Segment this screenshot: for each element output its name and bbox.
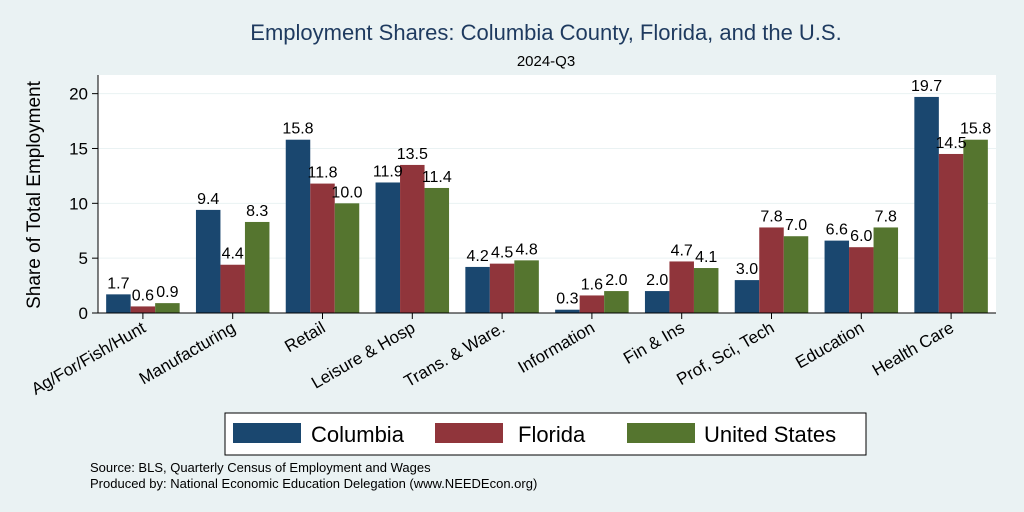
data-label-columbia-leisure-hosp: 11.9 <box>373 163 403 180</box>
data-label-florida-manufacturing: 4.4 <box>222 246 244 263</box>
data-label-florida-prof-sci-tech: 7.8 <box>760 208 782 225</box>
legend-swatch-florida <box>435 423 503 443</box>
bar-columbia-health-care <box>914 96 939 313</box>
producer-note: Produced by: National Economic Education… <box>90 476 537 491</box>
bar-united-states-trans-ware <box>514 260 539 313</box>
bar-columbia-education <box>824 240 850 313</box>
data-label-columbia-retail: 15.8 <box>282 121 313 138</box>
legend-swatch-united-states <box>627 423 695 443</box>
source-note: Source: BLS, Quarterly Census of Employm… <box>90 460 431 475</box>
bar-columbia-trans-ware <box>465 266 490 313</box>
bar-columbia-leisure-hosp <box>375 182 401 313</box>
bar-columbia-information <box>555 309 580 313</box>
bar-united-states-leisure-hosp <box>424 187 450 313</box>
y-ticks: 0 5 10 15 20 <box>69 85 98 323</box>
chart-title: Employment Shares: Columbia County, Flor… <box>250 20 841 45</box>
legend-swatch-columbia <box>233 423 301 443</box>
legend-label-columbia: Columbia <box>311 422 405 447</box>
bar-florida-health-care <box>938 153 964 313</box>
y-tick-label: 20 <box>69 85 88 104</box>
bar-united-states-fin-ins <box>693 268 719 313</box>
bar-florida-retail <box>310 183 335 313</box>
data-label-florida-health-care: 14.5 <box>936 135 967 152</box>
data-labels: 1.70.6 0.9 9.4 4.4 8.3 15.8 11.8 10.0 11.913.5 11… <box>107 78 991 308</box>
bar-florida-education <box>849 247 874 313</box>
bar-united-states-retail <box>334 203 360 313</box>
bar-florida-ag-for-fish-hunt <box>130 306 156 313</box>
data-label-columbia-information: 0.3 <box>556 291 578 308</box>
chart-subtitle: 2024-Q3 <box>517 53 575 70</box>
bar-columbia-retail <box>285 139 311 313</box>
data-label-florida-education: 6.0 <box>850 228 872 245</box>
data-label-columbia-trans-ware: 4.2 <box>466 248 488 265</box>
y-axis-title: Share of Total Employment <box>24 80 45 308</box>
data-label-columbia-fin-ins: 2.0 <box>646 272 668 289</box>
legend-label-united-states: United States <box>704 422 836 447</box>
bar-united-states-prof-sci-tech <box>783 236 809 313</box>
legend-label-florida: Florida <box>518 422 586 447</box>
bar-united-states-information <box>604 291 629 313</box>
bars <box>106 96 988 313</box>
bar-florida-prof-sci-tech <box>759 227 784 313</box>
y-tick-label: 5 <box>79 249 88 268</box>
legend: Columbia Florida United States <box>224 412 867 456</box>
data-label-florida-leisure-hosp: 13.5 <box>397 146 428 163</box>
data-label-united-states-information: 2.0 <box>605 272 627 289</box>
bar-florida-fin-ins <box>669 261 694 313</box>
data-label-united-states-retail: 10.0 <box>331 184 362 201</box>
bar-united-states-manufacturing <box>244 221 270 313</box>
bar-florida-information <box>579 295 605 313</box>
bar-columbia-manufacturing <box>195 209 221 313</box>
data-label-columbia-prof-sci-tech: 3.0 <box>736 261 758 278</box>
bar-florida-manufacturing <box>220 264 245 313</box>
bar-columbia-prof-sci-tech <box>734 280 760 313</box>
legend-box <box>224 412 867 456</box>
data-label-columbia-education: 6.6 <box>826 222 848 239</box>
data-label-columbia-manufacturing: 9.4 <box>197 191 219 208</box>
data-label-florida-trans-ware: 4.5 <box>491 245 513 262</box>
y-tick-label: 0 <box>79 304 88 323</box>
data-label-united-states-ag-for-fish-hunt: 0.9 <box>156 284 178 301</box>
data-label-united-states-trans-ware: 4.8 <box>515 241 537 258</box>
data-label-united-states-manufacturing: 8.3 <box>246 203 268 220</box>
data-label-united-states-prof-sci-tech: 7.0 <box>785 217 807 234</box>
data-label-united-states-education: 7.8 <box>875 208 897 225</box>
bar-united-states-ag-for-fish-hunt <box>155 303 180 313</box>
bar-florida-trans-ware <box>489 263 515 313</box>
y-tick-label: 10 <box>69 194 88 213</box>
bar-columbia-ag-for-fish-hunt <box>106 294 131 313</box>
bar-united-states-education <box>873 227 899 313</box>
bar-united-states-health-care <box>963 139 988 313</box>
data-label-florida-ag-for-fish-hunt: 0.6 <box>132 287 154 304</box>
data-label-florida-fin-ins: 4.7 <box>671 242 693 259</box>
data-label-florida-retail: 11.8 <box>308 165 338 182</box>
data-label-columbia-ag-for-fish-hunt: 1.7 <box>107 275 129 292</box>
bar-florida-leisure-hosp <box>400 164 425 313</box>
data-label-florida-information: 1.6 <box>581 276 603 293</box>
data-label-united-states-fin-ins: 4.1 <box>695 249 717 266</box>
data-label-columbia-health-care: 19.7 <box>911 78 942 95</box>
bar-columbia-fin-ins <box>644 291 670 313</box>
data-label-united-states-leisure-hosp: 11.4 <box>422 169 452 186</box>
data-label-united-states-health-care: 15.8 <box>960 121 991 138</box>
y-tick-label: 15 <box>69 139 88 158</box>
